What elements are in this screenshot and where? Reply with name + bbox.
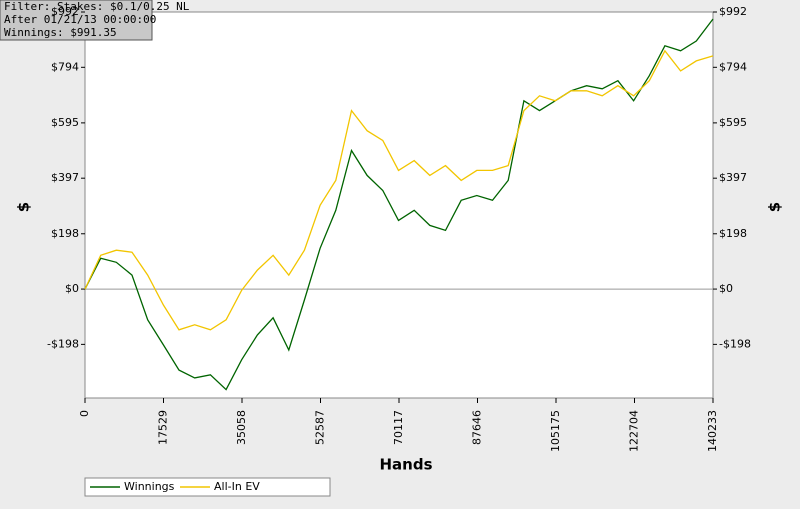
y2-tick-label: $0 [719,282,733,295]
y-tick-label: $0 [65,282,79,295]
y-tick-label: $992 [51,5,79,18]
series-line [84,49,714,331]
x-tick-label: 70117 [392,410,405,445]
y-tick-label: $794 [51,60,79,73]
y-tick-label: $595 [51,116,79,129]
x-tick-label: 105175 [549,410,562,452]
x-tick-label: 0 [78,410,91,417]
x-tick-label: 140233 [706,410,719,452]
info-line: After 01/21/13 00:00:00 [4,13,156,26]
y-axis-label: $ [15,202,33,212]
y2-tick-label: $198 [719,227,747,240]
y-tick-label: $397 [51,171,79,184]
legend-label: Winnings [124,480,175,493]
x-tick-label: 122704 [628,410,641,452]
y-tick-label: -$198 [47,337,79,350]
x-tick-label: 17529 [156,410,169,445]
x-tick-label: 52587 [313,410,326,445]
y2-tick-label: $595 [719,116,747,129]
series-line [84,18,714,391]
y2-tick-label: $397 [719,171,747,184]
plot-area [84,11,714,399]
y2-tick-label: -$198 [719,337,751,350]
info-line: Filter: Stakes: $0.1/0.25 NL [4,0,190,13]
y-tick-label: $198 [51,227,79,240]
legend-label: All-In EV [214,480,260,493]
info-box-frame [0,0,153,41]
x-axis-label: Hands [379,456,432,474]
y2-axis-label: $ [766,202,784,212]
y2-tick-label: $992 [719,5,747,18]
x-tick-label: 35058 [235,410,248,445]
y2-tick-label: $794 [719,60,747,73]
x-tick-label: 87646 [471,410,484,445]
info-line: Winnings: $991.35 [4,26,117,39]
